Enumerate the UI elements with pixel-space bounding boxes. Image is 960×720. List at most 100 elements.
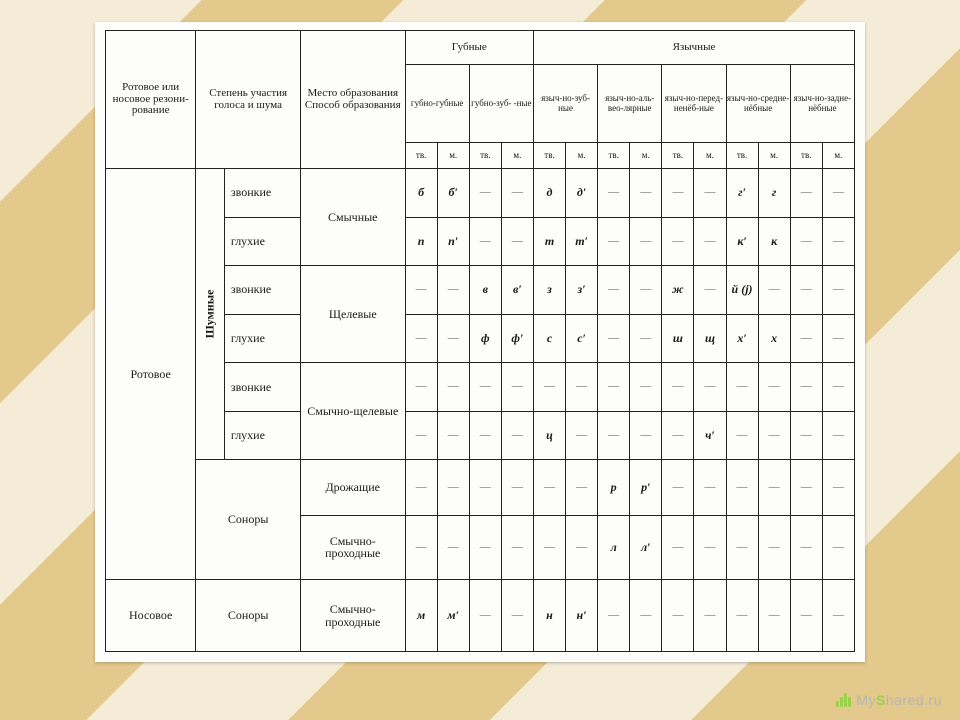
data-cell: т (533, 217, 565, 266)
data-cell: — (694, 460, 726, 515)
table-row: Ротовое Шумные звонкие Смычные бб′——дд′—… (106, 169, 855, 218)
data-cell: — (501, 411, 533, 460)
data-cell: — (662, 363, 694, 412)
manner-stop: Смычные (300, 169, 405, 266)
data-cell: — (469, 411, 501, 460)
data-cell: г (758, 169, 790, 218)
data-cell: — (630, 217, 662, 266)
data-cell: — (726, 515, 758, 580)
manner-trill: Дрожащие (300, 460, 405, 515)
data-cell: б′ (437, 169, 469, 218)
data-cell: з′ (566, 266, 598, 315)
data-cell: — (533, 515, 565, 580)
data-cell: — (501, 169, 533, 218)
data-cell: — (469, 363, 501, 412)
data-cell: х (758, 314, 790, 363)
lbl-voiceless: глухие (224, 217, 300, 266)
data-cell: — (630, 580, 662, 652)
data-cell: — (790, 169, 822, 218)
hdr-place: Место образования Способ образования (300, 31, 405, 169)
data-cell: — (598, 169, 630, 218)
watermark-icon (836, 693, 852, 710)
data-cell: — (822, 580, 854, 652)
hdr-voice: Степень участия голоса и шума (196, 31, 301, 169)
lbl-voiced: звонкие (224, 169, 300, 218)
manner-nasal: Смычно-проходные (300, 580, 405, 652)
sub-c1: губно-губные (405, 65, 469, 143)
grp-oral: Ротовое (106, 169, 196, 580)
data-cell: л (598, 515, 630, 580)
data-cell: — (501, 217, 533, 266)
sub-c7: языч-но-задне-нёбные (790, 65, 854, 143)
data-cell: ч′ (694, 411, 726, 460)
data-cell: — (694, 515, 726, 580)
data-cell: — (822, 411, 854, 460)
data-cell: — (822, 169, 854, 218)
data-cell: — (501, 460, 533, 515)
sub-c4: языч-но-аль-вео-лярные (598, 65, 662, 143)
data-cell: — (501, 515, 533, 580)
data-cell: щ (694, 314, 726, 363)
data-cell: — (694, 266, 726, 315)
data-cell: п (405, 217, 437, 266)
data-cell: — (790, 411, 822, 460)
data-cell: ж (662, 266, 694, 315)
hdr-lingual: Язычные (533, 31, 854, 65)
data-cell: — (822, 217, 854, 266)
data-cell: — (598, 217, 630, 266)
data-cell: — (758, 460, 790, 515)
data-cell: — (822, 266, 854, 315)
data-cell: — (533, 460, 565, 515)
data-cell: — (405, 460, 437, 515)
data-cell: — (822, 460, 854, 515)
data-cell: р′ (630, 460, 662, 515)
data-cell: — (630, 169, 662, 218)
data-cell: с (533, 314, 565, 363)
data-cell: — (662, 515, 694, 580)
data-cell: — (566, 363, 598, 412)
data-cell: м′ (437, 580, 469, 652)
data-cell: — (662, 411, 694, 460)
data-cell: — (598, 363, 630, 412)
data-cell: ш (662, 314, 694, 363)
sub-c3: языч-но-зуб-ные (533, 65, 597, 143)
data-cell: — (662, 169, 694, 218)
data-cell: — (598, 411, 630, 460)
data-cell: — (405, 266, 437, 315)
data-cell: — (662, 580, 694, 652)
data-cell: — (822, 515, 854, 580)
data-cell: — (726, 411, 758, 460)
table-row: Носовое Соноры Смычно-проходные мм′——нн′… (106, 580, 855, 652)
data-cell: х′ (726, 314, 758, 363)
data-cell: — (758, 411, 790, 460)
data-cell: — (533, 363, 565, 412)
data-cell: — (405, 314, 437, 363)
data-cell: й (j) (726, 266, 758, 315)
data-cell: — (437, 363, 469, 412)
data-cell: — (469, 217, 501, 266)
data-cell: р (598, 460, 630, 515)
data-cell: — (566, 460, 598, 515)
data-cell: — (726, 580, 758, 652)
data-cell: — (598, 266, 630, 315)
data-cell: — (405, 515, 437, 580)
data-cell: м (405, 580, 437, 652)
data-cell: л′ (630, 515, 662, 580)
data-cell: ф (469, 314, 501, 363)
data-cell: в (469, 266, 501, 315)
data-cell: — (501, 580, 533, 652)
data-cell: — (469, 580, 501, 652)
manner-affr: Смычно-щелевые (300, 363, 405, 460)
data-cell: — (790, 217, 822, 266)
data-cell: — (790, 580, 822, 652)
data-cell: с′ (566, 314, 598, 363)
data-cell: — (598, 314, 630, 363)
data-cell: — (790, 460, 822, 515)
manner-fric: Щелевые (300, 266, 405, 363)
watermark: MyShared.ru (836, 692, 942, 710)
data-cell: — (630, 266, 662, 315)
document-page: Ротовое или носовое резони-рование Степе… (95, 22, 865, 662)
data-cell: — (694, 217, 726, 266)
data-cell: д (533, 169, 565, 218)
data-cell: — (726, 460, 758, 515)
